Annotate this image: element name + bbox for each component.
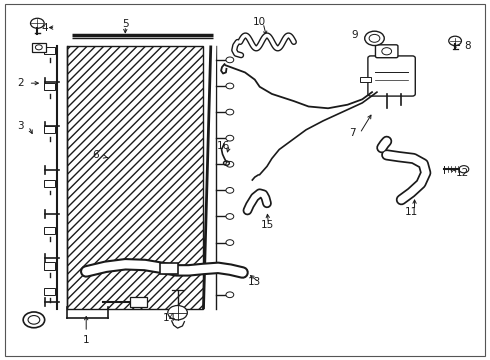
Circle shape <box>226 135 234 141</box>
Circle shape <box>226 266 234 271</box>
Bar <box>44 226 55 234</box>
Text: 1: 1 <box>83 334 90 345</box>
Bar <box>44 83 55 90</box>
Text: 16: 16 <box>217 141 230 151</box>
FancyBboxPatch shape <box>368 56 416 96</box>
Bar <box>44 262 55 270</box>
Bar <box>44 288 55 295</box>
Circle shape <box>168 306 187 320</box>
Circle shape <box>369 35 380 42</box>
FancyBboxPatch shape <box>375 45 398 58</box>
Bar <box>44 180 55 187</box>
Circle shape <box>30 18 44 28</box>
Circle shape <box>23 312 45 328</box>
Text: 10: 10 <box>253 17 266 27</box>
Text: 11: 11 <box>405 207 418 217</box>
Text: 9: 9 <box>352 30 358 40</box>
Text: 7: 7 <box>349 129 356 138</box>
Bar <box>67 45 203 309</box>
Bar <box>360 77 371 82</box>
Circle shape <box>449 36 462 45</box>
Text: 2: 2 <box>17 78 24 88</box>
Text: 12: 12 <box>456 168 469 178</box>
Text: 8: 8 <box>464 41 470 50</box>
Bar <box>32 43 46 51</box>
Circle shape <box>226 292 234 298</box>
Circle shape <box>226 240 234 246</box>
Text: 4: 4 <box>41 23 48 33</box>
Text: 15: 15 <box>260 220 273 230</box>
Text: 13: 13 <box>248 277 261 287</box>
Circle shape <box>365 31 384 45</box>
Circle shape <box>226 57 234 63</box>
Circle shape <box>459 166 469 173</box>
Text: 14: 14 <box>163 313 176 323</box>
Circle shape <box>226 188 234 193</box>
Bar <box>130 297 147 307</box>
Bar <box>160 263 178 274</box>
Circle shape <box>226 161 234 167</box>
Bar <box>44 126 55 134</box>
Circle shape <box>226 83 234 89</box>
Text: 3: 3 <box>17 121 24 131</box>
Text: 6: 6 <box>93 150 99 160</box>
Bar <box>44 47 55 54</box>
Circle shape <box>226 213 234 219</box>
Circle shape <box>226 109 234 115</box>
Circle shape <box>28 316 40 324</box>
Text: 5: 5 <box>122 19 128 29</box>
